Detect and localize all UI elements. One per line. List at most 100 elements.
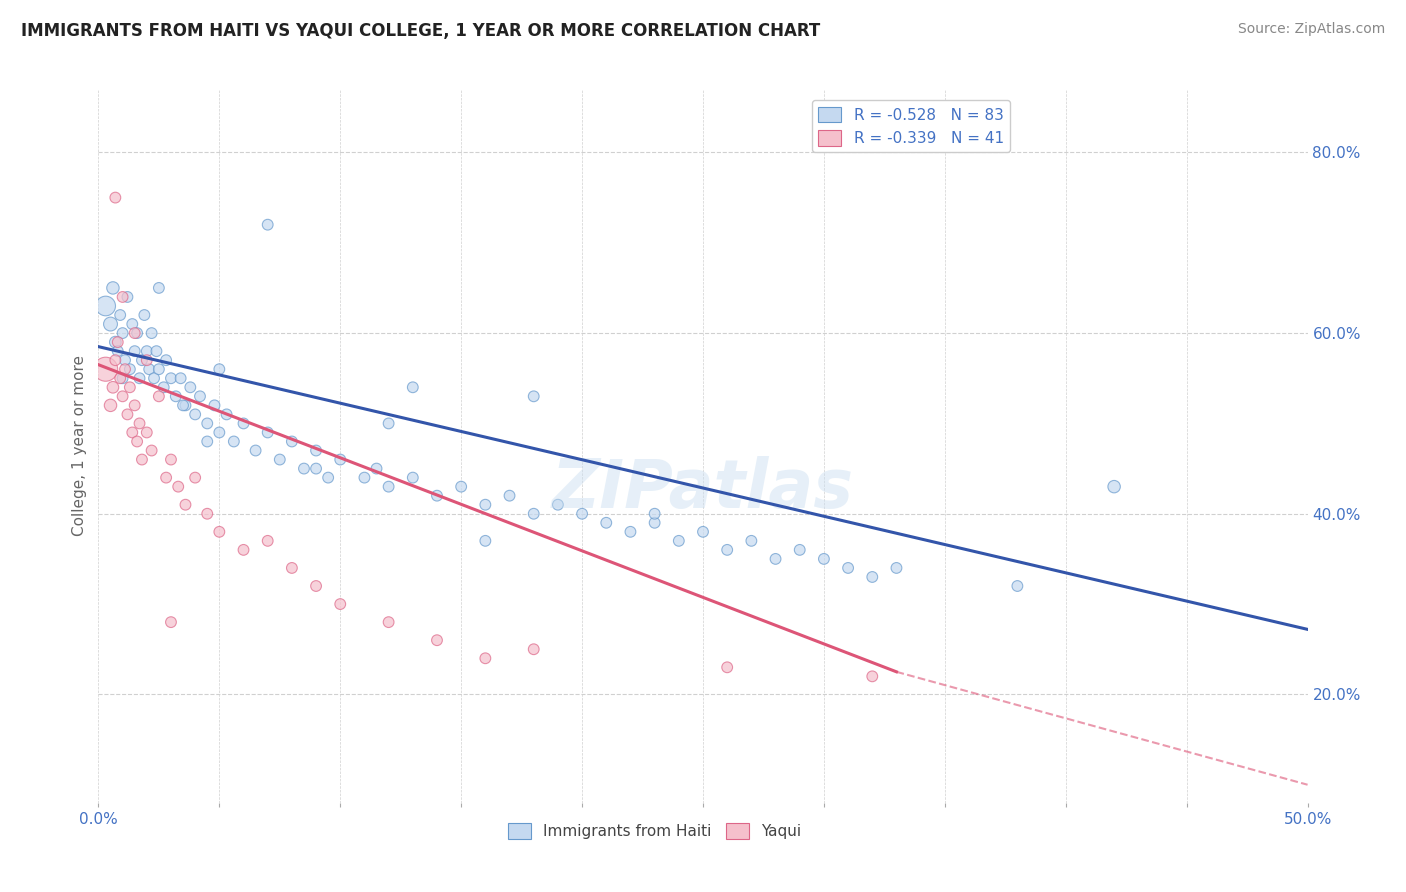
Point [256, 425, 278, 440]
Point [208, 425, 231, 440]
Point [111, 371, 134, 385]
Point [316, 470, 339, 484]
Point [117, 290, 139, 304]
Point [668, 533, 690, 548]
Point [121, 317, 143, 331]
Point [124, 398, 146, 412]
Point [111, 389, 134, 403]
Point [141, 326, 163, 340]
Point [498, 489, 520, 503]
Point [204, 398, 226, 412]
Point [886, 561, 908, 575]
Point [101, 380, 124, 394]
Point [152, 380, 174, 394]
Point [128, 371, 150, 385]
Point [716, 660, 738, 674]
Point [117, 408, 139, 422]
Point [523, 642, 546, 657]
Point [765, 552, 787, 566]
Point [101, 281, 124, 295]
Legend: Immigrants from Haiti, Yaqui: Immigrants from Haiti, Yaqui [502, 817, 808, 845]
Point [107, 344, 129, 359]
Point [100, 398, 122, 412]
Point [232, 542, 254, 557]
Point [100, 317, 122, 331]
Point [179, 380, 201, 394]
Point [377, 480, 399, 494]
Point [474, 533, 496, 548]
Point [269, 452, 291, 467]
Point [353, 470, 375, 484]
Point [118, 380, 141, 394]
Point [305, 461, 328, 475]
Point [111, 326, 134, 340]
Point [281, 561, 304, 575]
Point [1102, 480, 1125, 494]
Point [860, 669, 883, 683]
Point [167, 480, 190, 494]
Point [195, 434, 218, 449]
Point [108, 308, 131, 322]
Point [169, 371, 191, 385]
Point [474, 651, 496, 665]
Point [104, 335, 127, 350]
Point [107, 335, 129, 350]
Point [174, 498, 197, 512]
Text: Source: ZipAtlas.com: Source: ZipAtlas.com [1237, 22, 1385, 37]
Point [813, 552, 835, 566]
Point [148, 281, 170, 295]
Point [305, 579, 328, 593]
Point [619, 524, 641, 539]
Point [523, 507, 546, 521]
Point [143, 371, 166, 385]
Point [402, 470, 425, 484]
Point [148, 362, 170, 376]
Point [450, 480, 472, 494]
Point [366, 461, 388, 475]
Point [426, 633, 449, 648]
Point [208, 524, 231, 539]
Point [94, 362, 117, 376]
Point [232, 417, 254, 431]
Point [114, 362, 136, 376]
Point [184, 408, 207, 422]
Point [195, 417, 218, 431]
Point [155, 470, 177, 484]
Point [131, 353, 153, 368]
Point [124, 344, 146, 359]
Point [118, 362, 141, 376]
Point [523, 389, 546, 403]
Point [121, 425, 143, 440]
Point [172, 398, 194, 412]
Point [837, 561, 859, 575]
Point [595, 516, 617, 530]
Point [281, 434, 304, 449]
Point [141, 443, 163, 458]
Point [160, 371, 183, 385]
Point [692, 524, 714, 539]
Point [184, 470, 207, 484]
Point [124, 326, 146, 340]
Point [135, 344, 157, 359]
Point [104, 191, 127, 205]
Point [165, 389, 187, 403]
Point [145, 344, 167, 359]
Point [571, 507, 593, 521]
Point [789, 542, 811, 557]
Point [329, 597, 352, 611]
Point [329, 452, 352, 467]
Point [644, 507, 666, 521]
Point [245, 443, 267, 458]
Point [474, 498, 496, 512]
Point [547, 498, 569, 512]
Point [127, 326, 149, 340]
Point [377, 417, 399, 431]
Point [127, 434, 149, 449]
Point [195, 507, 218, 521]
Point [188, 389, 211, 403]
Point [222, 434, 245, 449]
Point [1007, 579, 1029, 593]
Point [108, 371, 131, 385]
Text: IMMIGRANTS FROM HAITI VS YAQUI COLLEGE, 1 YEAR OR MORE CORRELATION CHART: IMMIGRANTS FROM HAITI VS YAQUI COLLEGE, … [21, 22, 820, 40]
Text: ZIPatlas: ZIPatlas [553, 456, 853, 522]
